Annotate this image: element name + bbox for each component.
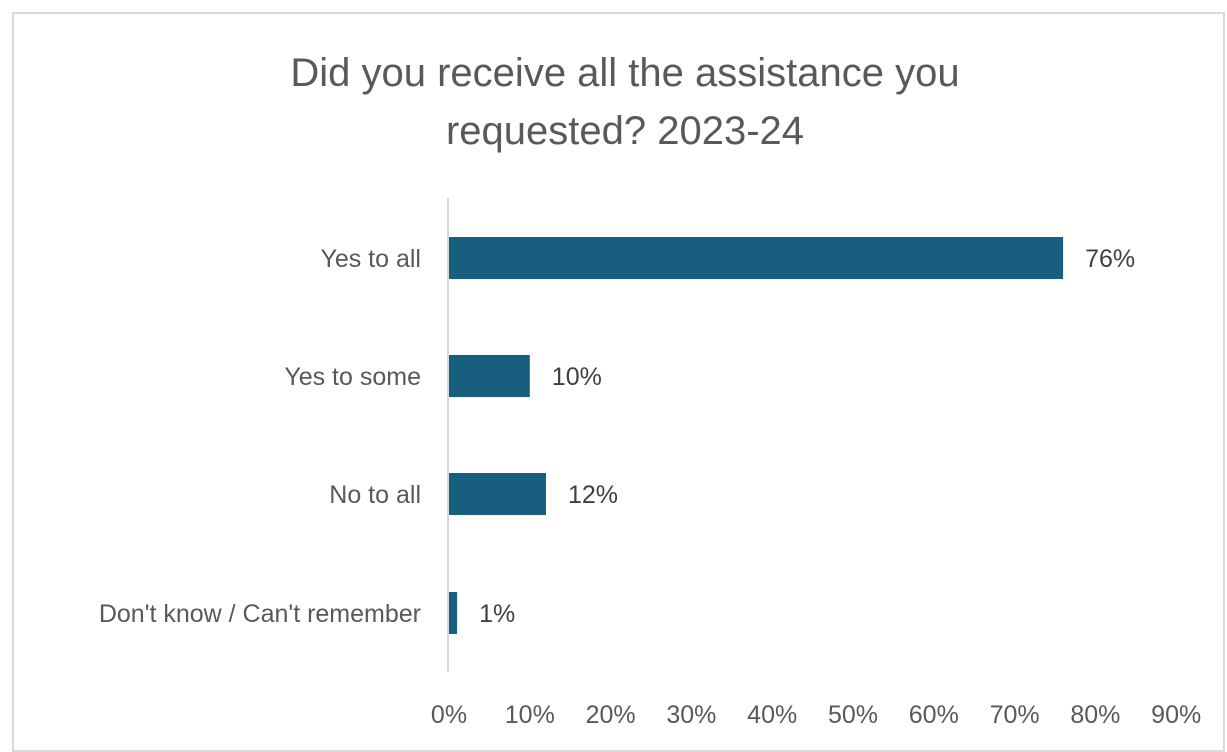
chart-title: Did you receive all the assistance you r…	[0, 44, 1227, 160]
bar-2	[449, 473, 546, 515]
value-label: 1%	[479, 600, 515, 628]
bar-0	[449, 237, 1064, 279]
bar-3	[449, 592, 458, 634]
x-tick-label: 90%	[1151, 701, 1201, 729]
value-label: 10%	[552, 363, 602, 391]
chart-title-line-1: Did you receive all the assistance you	[290, 51, 960, 95]
x-tick-label: 20%	[586, 701, 636, 729]
category-label: Don't know / Can't remember	[99, 600, 421, 628]
x-tick-label: 40%	[747, 701, 797, 729]
value-label: 76%	[1085, 245, 1135, 273]
value-label: 12%	[568, 481, 618, 509]
category-label: Yes to all	[320, 245, 421, 273]
chart-frame	[12, 12, 1225, 752]
category-label: No to all	[329, 481, 421, 509]
x-tick-label: 30%	[666, 701, 716, 729]
category-label: Yes to some	[284, 363, 421, 391]
x-tick-label: 50%	[828, 701, 878, 729]
x-tick-label: 0%	[431, 701, 467, 729]
x-tick-label: 70%	[990, 701, 1040, 729]
x-tick-label: 80%	[1070, 701, 1120, 729]
x-tick-label: 10%	[505, 701, 555, 729]
bar-1	[449, 355, 530, 397]
x-tick-label: 60%	[909, 701, 959, 729]
chart-title-line-2: requested? 2023-24	[445, 109, 805, 153]
